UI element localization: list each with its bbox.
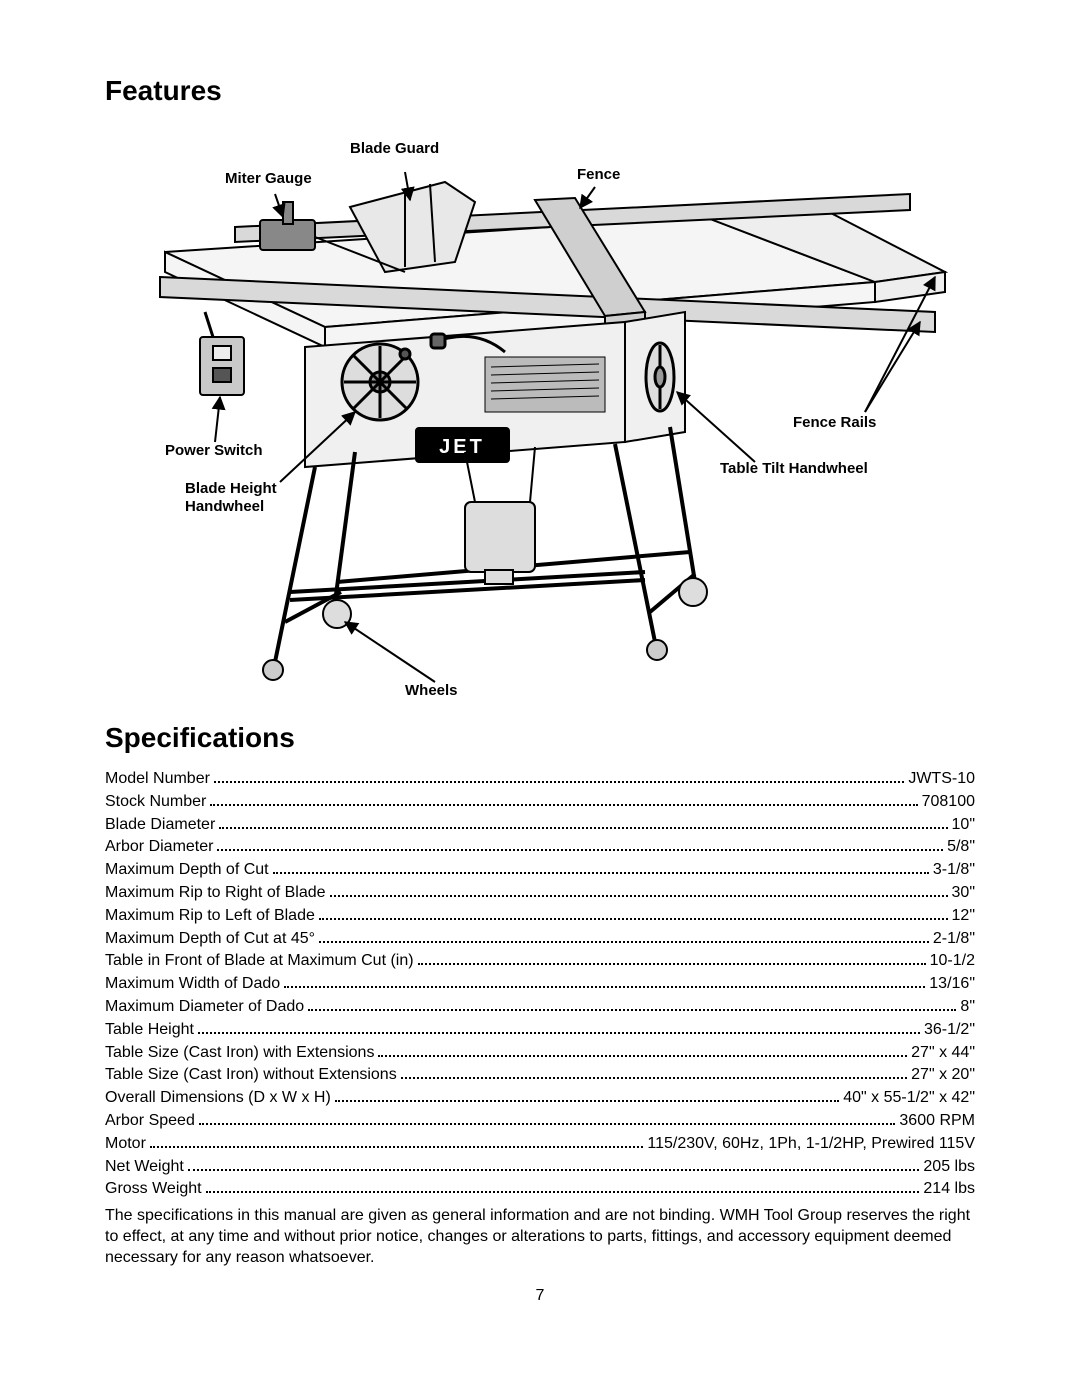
spec-label: Maximum Rip to Left of Blade: [105, 906, 315, 927]
spec-value: 8": [960, 997, 975, 1018]
spec-leader-dots: [319, 941, 929, 943]
spec-value: 10-1/2: [930, 951, 975, 972]
spec-value: 10": [952, 815, 975, 836]
spec-row: Model Number JWTS-10: [105, 769, 975, 790]
spec-value: 5/8": [947, 837, 975, 858]
spec-value: 115/230V, 60Hz, 1Ph, 1-1/2HP, Prewired 1…: [647, 1134, 975, 1155]
spec-label: Net Weight: [105, 1157, 184, 1178]
page-number: 7: [105, 1287, 975, 1305]
spec-row: Maximum Depth of Cut at 45° 2-1/8": [105, 929, 975, 950]
spec-row: Motor 115/230V, 60Hz, 1Ph, 1-1/2HP, Prewi…: [105, 1134, 975, 1155]
spec-label: Maximum Depth of Cut at 45°: [105, 929, 315, 950]
spec-value: 36-1/2": [924, 1020, 975, 1041]
spec-row: Blade Diameter 10": [105, 815, 975, 836]
brand-logo: JET: [439, 436, 485, 458]
spec-leader-dots: [273, 872, 929, 874]
spec-value: 13/16": [929, 974, 975, 995]
spec-leader-dots: [418, 963, 926, 965]
spec-value: JWTS-10: [908, 769, 975, 790]
spec-row: Maximum Width of Dado 13/16": [105, 974, 975, 995]
spec-leader-dots: [199, 1123, 896, 1125]
spec-leader-dots: [308, 1009, 956, 1011]
spec-leader-dots: [401, 1077, 907, 1079]
spec-value: 214 lbs: [923, 1179, 975, 1200]
document-page: Features: [0, 0, 1080, 1345]
spec-row: Table in Front of Blade at Maximum Cut (…: [105, 951, 975, 972]
spec-label: Arbor Diameter: [105, 837, 213, 858]
spec-leader-dots: [188, 1169, 920, 1171]
spec-label: Motor: [105, 1134, 146, 1155]
callout-blade-guard: Blade Guard: [350, 140, 439, 157]
spec-row: Gross Weight 214 lbs: [105, 1179, 975, 1200]
spec-value: 708100: [922, 792, 975, 813]
spec-label: Model Number: [105, 769, 210, 790]
spec-value: 27" x 44": [911, 1043, 975, 1064]
spec-label: Maximum Diameter of Dado: [105, 997, 304, 1018]
spec-value: 30": [952, 883, 975, 904]
callout-power-switch: Power Switch: [165, 442, 263, 459]
spec-label: Stock Number: [105, 792, 206, 813]
spec-leader-dots: [217, 849, 943, 851]
spec-value: 12": [952, 906, 975, 927]
spec-label: Table Size (Cast Iron) with Extensions: [105, 1043, 374, 1064]
spec-row: Table Size (Cast Iron) with Extensions 27…: [105, 1043, 975, 1064]
spec-value: 40" x 55-1/2" x 42": [843, 1088, 975, 1109]
features-diagram: JET: [105, 122, 975, 712]
callout-miter-gauge: Miter Gauge: [225, 170, 312, 187]
spec-label: Table Height: [105, 1020, 194, 1041]
spec-row: Maximum Rip to Left of Blade 12": [105, 906, 975, 927]
spec-label: Arbor Speed: [105, 1111, 195, 1132]
spec-value: 3-1/8": [933, 860, 975, 881]
spec-leader-dots: [210, 804, 917, 806]
spec-row: Maximum Rip to Right of Blade 30": [105, 883, 975, 904]
spec-value: 27" x 20": [911, 1065, 975, 1086]
spec-value: 3600 RPM: [899, 1111, 975, 1132]
spec-row: Net Weight 205 lbs: [105, 1157, 975, 1178]
spec-label: Table Size (Cast Iron) without Extension…: [105, 1065, 397, 1086]
spec-label: Table in Front of Blade at Maximum Cut (…: [105, 951, 414, 972]
spec-value: 2-1/8": [933, 929, 975, 950]
spec-row: Maximum Depth of Cut 3-1/8": [105, 860, 975, 881]
spec-row: Arbor Speed 3600 RPM: [105, 1111, 975, 1132]
spec-leader-dots: [198, 1032, 920, 1034]
spec-row: Stock Number 708100: [105, 792, 975, 813]
callout-fence: Fence: [577, 166, 620, 183]
callout-blade-height-l2: Handwheel: [185, 498, 264, 515]
spec-leader-dots: [219, 827, 947, 829]
spec-row: Maximum Diameter of Dado 8": [105, 997, 975, 1018]
spec-leader-dots: [378, 1055, 907, 1057]
spec-label: Gross Weight: [105, 1179, 202, 1200]
spec-leader-dots: [150, 1146, 643, 1148]
spec-label: Maximum Rip to Right of Blade: [105, 883, 326, 904]
spec-leader-dots: [206, 1191, 920, 1193]
callout-wheels: Wheels: [405, 682, 458, 699]
spec-row: Overall Dimensions (D x W x H) 40" x 55-1…: [105, 1088, 975, 1109]
spec-row: Arbor Diameter 5/8": [105, 837, 975, 858]
callout-blade-height-l1: Blade Height: [185, 480, 277, 497]
spec-leader-dots: [330, 895, 948, 897]
specifications-list: Model NumberJWTS-10Stock Number708100Bla…: [105, 769, 975, 1200]
spec-leader-dots: [284, 986, 925, 988]
spec-label: Blade Diameter: [105, 815, 215, 836]
spec-label: Overall Dimensions (D x W x H): [105, 1088, 331, 1109]
callout-table-tilt-handwheel: Table Tilt Handwheel: [720, 460, 868, 477]
features-heading: Features: [105, 75, 975, 107]
spec-leader-dots: [214, 781, 904, 783]
specifications-disclaimer: The specifications in this manual are gi…: [105, 1206, 975, 1268]
specifications-heading: Specifications: [105, 722, 975, 754]
spec-leader-dots: [335, 1100, 839, 1102]
callout-fence-rails: Fence Rails: [793, 414, 876, 431]
spec-row: Table Size (Cast Iron) without Extension…: [105, 1065, 975, 1086]
spec-label: Maximum Width of Dado: [105, 974, 280, 995]
spec-label: Maximum Depth of Cut: [105, 860, 269, 881]
spec-row: Table Height 36-1/2": [105, 1020, 975, 1041]
spec-value: 205 lbs: [923, 1157, 975, 1178]
spec-leader-dots: [319, 918, 948, 920]
